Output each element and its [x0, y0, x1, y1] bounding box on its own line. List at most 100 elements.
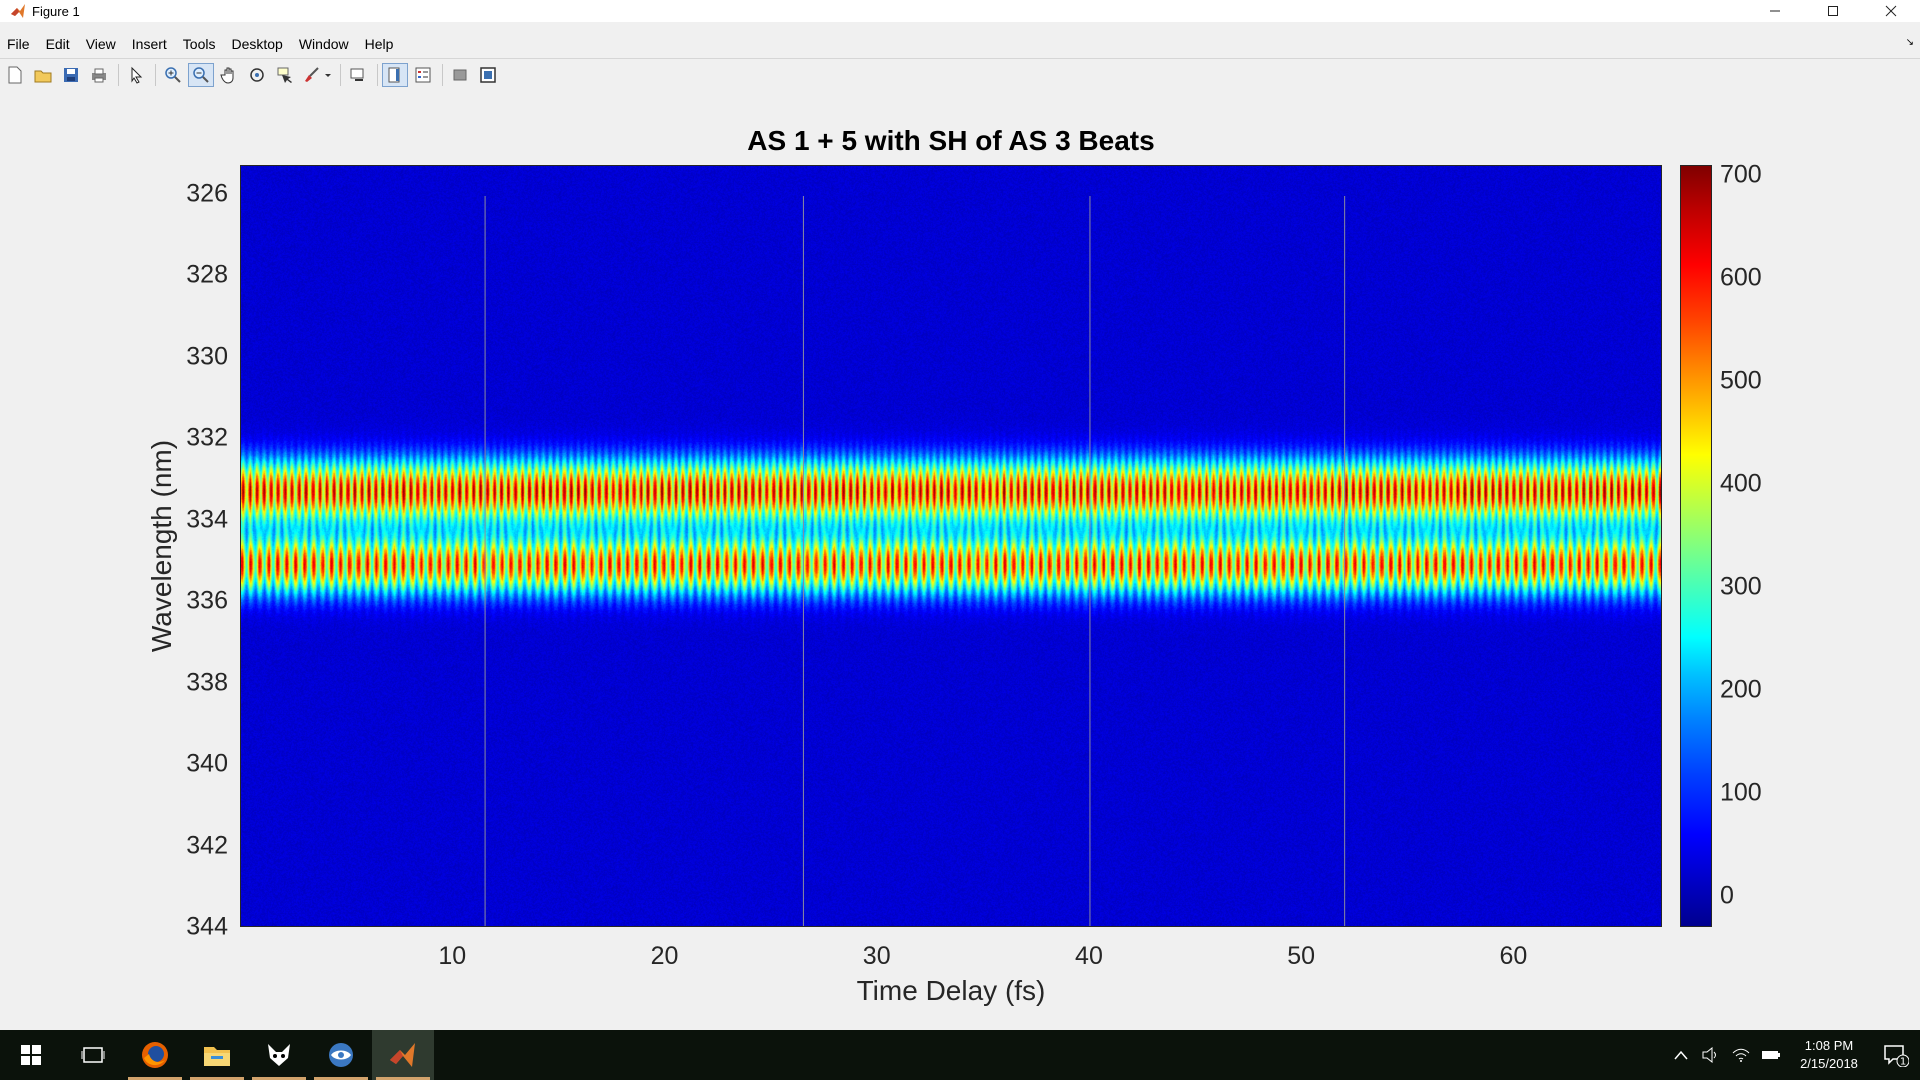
- edit-plot-arrow-icon: [131, 66, 143, 84]
- y-tick-label: 332: [186, 423, 228, 452]
- pan-button[interactable]: [216, 63, 242, 87]
- heatmap-image: [241, 166, 1661, 926]
- save-button[interactable]: [58, 63, 84, 87]
- matlab-icon: [390, 1043, 415, 1067]
- task-view-button[interactable]: [62, 1030, 124, 1080]
- toolbar-separator: [377, 64, 378, 86]
- y-tick-label: 344: [186, 912, 228, 941]
- colorbar-tick-label: 200: [1720, 675, 1762, 704]
- print-button[interactable]: [86, 63, 112, 87]
- zoom-out-icon: [193, 67, 209, 83]
- wifi-icon: [1732, 1048, 1750, 1062]
- data-cursor-button[interactable]: [272, 63, 298, 87]
- toolbar-separator: [118, 64, 119, 86]
- figure-toolbar: [2, 62, 503, 88]
- zoom-in-button[interactable]: [160, 63, 186, 87]
- menu-window[interactable]: Window: [298, 36, 349, 52]
- chevron-up-icon: [1674, 1050, 1688, 1060]
- rotate-3d-button[interactable]: [244, 63, 270, 87]
- colorbar-tick-label: 700: [1720, 160, 1762, 189]
- menu-edit[interactable]: Edit: [45, 36, 70, 52]
- battery-button[interactable]: [1756, 1049, 1786, 1061]
- insert-colorbar-icon: [388, 67, 400, 83]
- link-plot-button[interactable]: [345, 63, 371, 87]
- taskbar-file-explorer[interactable]: [186, 1030, 248, 1080]
- colorbar-tick-label: 100: [1720, 778, 1762, 807]
- plot-title: AS 1 + 5 with SH of AS 3 Beats: [747, 125, 1155, 156]
- taskbar-network-app[interactable]: [310, 1030, 372, 1080]
- data-cursor-icon: [277, 67, 292, 83]
- new-figure-button[interactable]: [2, 63, 28, 87]
- x-tick-label: 30: [862, 942, 891, 970]
- new-figure-icon: [8, 66, 22, 84]
- y-tick-label: 330: [186, 342, 228, 371]
- y-axis-label: Wavelength (nm): [146, 439, 177, 653]
- minimize-icon: [1770, 10, 1780, 12]
- toolbar-separator: [155, 64, 156, 86]
- menu-help[interactable]: Help: [364, 36, 394, 52]
- zoom-out-button[interactable]: [188, 63, 214, 87]
- close-icon: [1885, 5, 1897, 17]
- x-tick-label: 40: [1075, 942, 1103, 970]
- taskbar-clock[interactable]: 1:08 PM 2/15/2018: [1786, 1037, 1872, 1073]
- close-button[interactable]: [1862, 0, 1920, 22]
- system-tray: 1:08 PM 2/15/2018 1: [1666, 1030, 1920, 1080]
- task-view-icon: [81, 1047, 105, 1063]
- menu-desktop[interactable]: Desktop: [231, 36, 283, 52]
- x-tick-label: 50: [1287, 942, 1316, 970]
- brush-button[interactable]: [300, 63, 334, 87]
- wifi-button[interactable]: [1726, 1047, 1756, 1063]
- volume-button[interactable]: [1696, 1047, 1726, 1063]
- link-plot-icon: [350, 68, 364, 81]
- y-tick-label: 328: [186, 260, 228, 289]
- show-plot-tools-button[interactable]: [475, 63, 501, 87]
- notification-count: 1: [1900, 1057, 1906, 1068]
- windows-taskbar: 1:08 PM 2/15/2018 1: [0, 1030, 1920, 1080]
- y-tick-label: 326: [186, 179, 228, 208]
- taskbar-fox-app[interactable]: [248, 1030, 310, 1080]
- menu-view[interactable]: View: [85, 36, 116, 52]
- window-titlebar: Figure 1: [0, 0, 1920, 22]
- print-icon: [92, 68, 106, 83]
- hide-plot-tools-icon: [453, 69, 467, 81]
- open-file-button[interactable]: [30, 63, 56, 87]
- hide-plot-tools-button[interactable]: [447, 63, 473, 87]
- dock-arrow-icon[interactable]: ↘: [1905, 37, 1914, 48]
- notification-icon: 1: [1884, 1045, 1909, 1068]
- window-title: Figure 1: [32, 3, 80, 19]
- colorbar[interactable]: [1680, 165, 1712, 927]
- x-tick-label: 10: [438, 942, 467, 970]
- y-tick-label: 338: [186, 668, 228, 696]
- x-tick-label: 20: [650, 942, 679, 970]
- maximize-button[interactable]: [1804, 0, 1862, 22]
- y-tick-label: 336: [186, 586, 228, 615]
- zoom-in-icon: [165, 67, 181, 83]
- start-button[interactable]: [0, 1030, 62, 1080]
- colorbar-tick-label: 600: [1720, 263, 1762, 292]
- y-tick-label: 342: [186, 831, 228, 859]
- menu-tools[interactable]: Tools: [182, 36, 216, 52]
- volume-icon: [1702, 1047, 1716, 1063]
- action-center-button[interactable]: 1: [1872, 1043, 1920, 1067]
- tray-overflow-button[interactable]: [1666, 1050, 1696, 1060]
- insert-legend-button[interactable]: [410, 63, 436, 87]
- firefox-icon: [142, 1042, 168, 1068]
- menu-file[interactable]: File: [7, 36, 30, 52]
- menu-insert[interactable]: Insert: [131, 36, 167, 52]
- menu-bar: File Edit View Insert Tools Desktop Wind…: [0, 33, 1920, 55]
- matlab-app-icon: [11, 4, 25, 18]
- heatmap-axes[interactable]: [240, 165, 1662, 927]
- insert-colorbar-button[interactable]: [382, 63, 408, 87]
- taskbar-firefox[interactable]: [124, 1030, 186, 1080]
- file-explorer-icon: [204, 1047, 230, 1066]
- colorbar-tick-label: 500: [1720, 366, 1762, 395]
- minimize-button[interactable]: [1746, 0, 1804, 22]
- toolbar-separator: [442, 64, 443, 86]
- show-plot-tools-icon: [480, 67, 496, 83]
- battery-icon: [1762, 1051, 1780, 1059]
- open-file-icon: [34, 70, 52, 83]
- save-icon: [64, 68, 78, 82]
- menu-divider: [0, 58, 1920, 59]
- taskbar-matlab[interactable]: [372, 1030, 434, 1080]
- edit-plot-button[interactable]: [123, 63, 149, 87]
